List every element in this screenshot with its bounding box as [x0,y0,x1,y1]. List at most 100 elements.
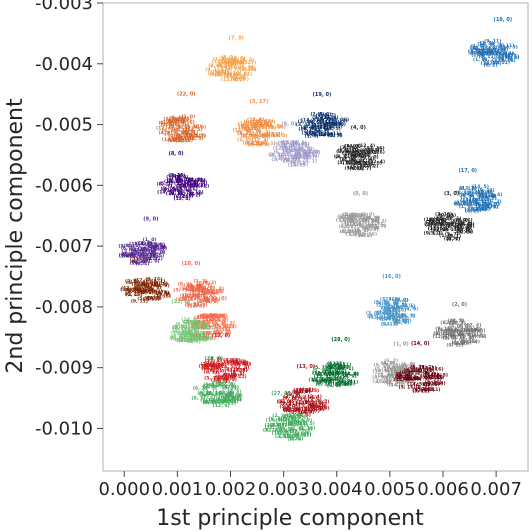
data-point-label: (5, 7) [368,147,382,153]
data-point-label: (14, 5) [222,67,239,73]
data-point-label: (1, 0) [209,289,223,295]
data-point-label: (6, 2) [213,69,227,75]
data-point-label: (14, 5) [448,318,465,324]
data-point-label: (8, 1) [500,51,514,57]
data-point-label: (8, 1) [357,213,371,219]
data-point-label: (9, 11) [311,132,328,138]
data-point-label: (12, 4) [496,53,513,59]
data-point-label: (4, 9) [134,282,148,288]
data-point-label: (1, 0) [396,317,410,323]
data-point-label: (1, 0) [432,218,446,224]
data-point-label: (5, 7) [162,187,176,193]
data-point-label: (8, 1) [146,242,160,248]
data-point-label: (6, 2) [221,320,235,326]
data-point-label: (1, 0) [298,431,312,437]
data-point-label: (14, 5) [245,140,262,146]
cluster-label: (27, 0) [271,391,290,397]
cluster-label: (1, 0) [394,341,409,347]
data-point-label: (6, 2) [352,154,366,160]
data-point-label: (2, 3) [292,389,306,395]
data-point-label: (14, 5) [138,246,155,252]
data-point-label: (9, 11) [363,218,380,224]
data-point-label: (14, 5) [306,130,323,136]
data-point-label: (9, 11) [141,254,158,260]
data-point-label: (6, 2) [175,321,189,327]
data-point-label: (8, 1) [316,120,330,126]
data-point-label: (8, 1) [342,224,356,230]
data-point-label: (9, 11) [168,119,185,125]
data-point-label: (5, 7) [303,153,317,159]
data-point-label: (9, 11) [410,365,427,371]
data-point-label: (14, 5) [308,377,325,383]
data-point-label: (12, 4) [282,407,299,413]
data-point-label: (14, 5) [224,393,241,399]
data-point-label: (8, 1) [447,234,461,240]
data-point-label: (6, 2) [153,282,167,288]
data-point-label: (12, 4) [478,193,495,199]
data-point-label: (3, 16) [168,172,185,178]
data-point-label: (1, 0) [226,393,240,399]
data-point-label: (3, 16) [163,116,180,122]
data-point-label: (1, 0) [170,336,184,342]
data-point-label: (3, 16) [206,391,223,397]
data-point-label: (5, 7) [410,365,424,371]
data-point-label: (4, 9) [397,372,411,378]
data-point-label: (5, 7) [395,375,409,381]
data-point-label: (6, 2) [180,331,194,337]
data-point-label: (6, 2) [483,195,497,201]
data-point-label: (3, 16) [298,426,315,432]
data-point-label: (5, 7) [135,288,149,294]
data-point-label: (1, 0) [151,250,165,256]
data-point-label: (9, 11) [424,231,441,237]
data-point-label: (14, 5) [389,313,406,319]
data-point-label: (3, 16) [361,226,378,232]
data-point-label: (8, 1) [278,140,292,146]
data-point-label: (2, 3) [476,207,490,213]
data-point-label: (14, 5) [448,332,465,338]
data-point-label: (6, 2) [121,246,135,252]
data-point-label: (6, 2) [450,219,464,225]
data-point-label: (14, 5) [391,372,408,378]
data-point-label: (9, 11) [311,122,328,128]
data-point-label: (14, 5) [347,215,364,221]
data-point-label: (12, 4) [142,282,159,288]
data-point-label: (2, 3) [231,371,245,377]
data-point-label: (12, 4) [211,318,228,324]
data-point-label: (12, 4) [464,322,481,328]
data-point-label: (2, 3) [312,369,326,375]
data-point-label: (12, 4) [347,222,364,228]
data-point-label: (12, 4) [204,400,221,406]
data-point-label: (2, 3) [224,74,238,80]
data-point-label: (8, 1) [393,300,407,306]
data-point-label: (9, 11) [279,155,296,161]
data-point-label: (1, 0) [166,175,180,181]
data-point-label: (5, 7) [169,190,183,196]
data-point-label: (8, 1) [365,227,379,233]
data-point-label: (1, 0) [333,382,347,388]
x-tick-label: 0.000 [98,479,150,500]
data-point-label: (12, 4) [305,394,322,400]
data-point-label: (6, 2) [365,216,379,222]
data-point-label: (8, 1) [477,52,491,58]
data-point-label: (12, 4) [212,59,229,65]
data-point-label: (2, 3) [434,227,448,233]
data-point-label: (5, 7) [302,130,316,136]
data-point-label: (2, 3) [459,337,473,343]
data-point-label: (9, 11) [238,124,255,130]
data-point-label: (1, 0) [200,398,214,404]
data-point-label: (9, 11) [269,422,286,428]
data-point-label: (8, 1) [289,436,303,442]
data-point-label: (8, 1) [222,399,236,405]
data-point-label: (6, 2) [465,208,479,214]
data-point-label: (14, 5) [179,286,196,292]
data-point-label: (2, 3) [227,389,241,395]
data-point-label: (4, 9) [243,122,257,128]
data-point-label: (9, 11) [205,67,222,73]
data-point-label: (1, 0) [225,58,239,64]
data-point-label: (4, 9) [310,407,324,413]
data-point-label: (3, 16) [393,377,410,383]
data-point-label: (2, 3) [292,433,306,439]
data-point-label: (6, 2) [441,333,455,339]
data-point-label: (5, 7) [437,222,451,228]
data-point-label: (14, 5) [123,253,140,259]
